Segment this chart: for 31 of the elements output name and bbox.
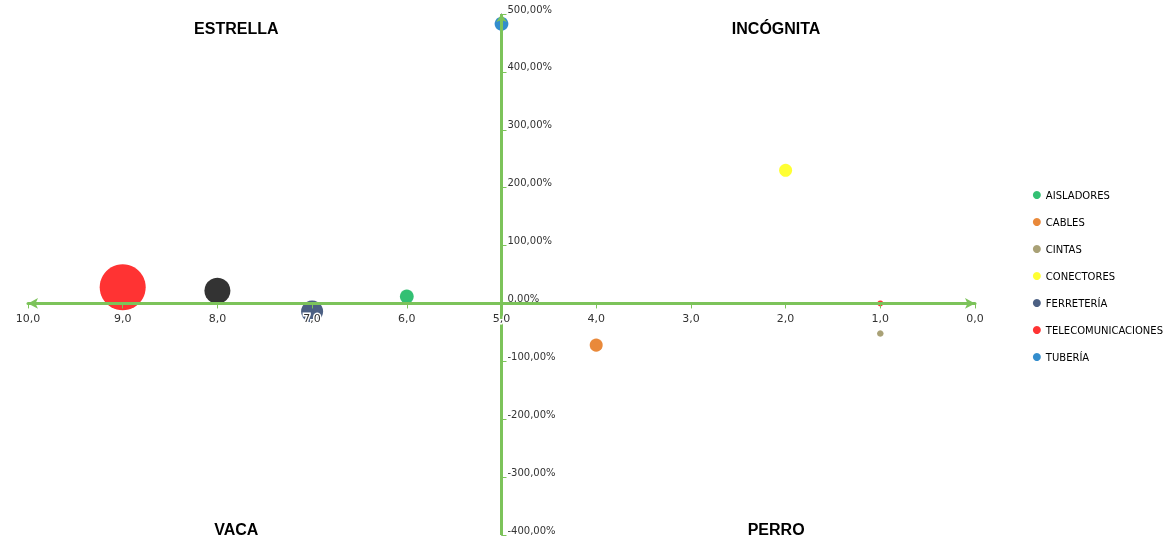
- y-tick-label: 500,00%: [507, 3, 552, 15]
- x-tick-label: 3,0: [682, 312, 700, 326]
- x-tick-label: 8,0: [208, 312, 227, 326]
- annotation: INCÓGNITA: [731, 18, 821, 37]
- x-tick-label: 7,0: [303, 312, 321, 326]
- y-tick-label: 400,00%: [507, 61, 552, 73]
- y-tick-label: 0,00%: [507, 292, 540, 304]
- y-tick-label: -200,00%: [507, 408, 556, 420]
- x-tick-label: 4,0: [587, 312, 605, 326]
- legend-label: CINTAS: [1045, 243, 1082, 255]
- x-tick-label: 0,0: [966, 312, 984, 326]
- x-tick-label: 6,0: [398, 312, 416, 326]
- y-tick-label: -100,00%: [507, 350, 556, 362]
- y-tick-label: -400,00%: [507, 524, 556, 536]
- x-tick-label: 10,0: [15, 312, 41, 326]
- x-tick-label: 9,0: [113, 312, 132, 326]
- legend-label: FERRETERÍA: [1045, 296, 1108, 309]
- legend-label: TELECOMUNICACIONES: [1044, 324, 1164, 336]
- y-tick-label: 300,00%: [507, 119, 552, 131]
- annotation: PERRO: [747, 520, 805, 538]
- annotation: VACA: [214, 520, 259, 538]
- y-tick-label: 200,00%: [507, 177, 552, 189]
- legend-label: CONECTORES: [1045, 270, 1116, 282]
- y-tick-label: -300,00%: [507, 466, 556, 478]
- y-tick-label: 100,00%: [507, 235, 552, 247]
- legend-label: TUBERÍA: [1044, 350, 1090, 363]
- legend-label: AISLADORES: [1045, 189, 1110, 201]
- x-tick-label: 1,0: [871, 312, 890, 326]
- annotation: ESTRELLA: [194, 19, 279, 37]
- legend-label: CABLES: [1045, 216, 1085, 228]
- x-tick-label: 2,0: [776, 312, 795, 326]
